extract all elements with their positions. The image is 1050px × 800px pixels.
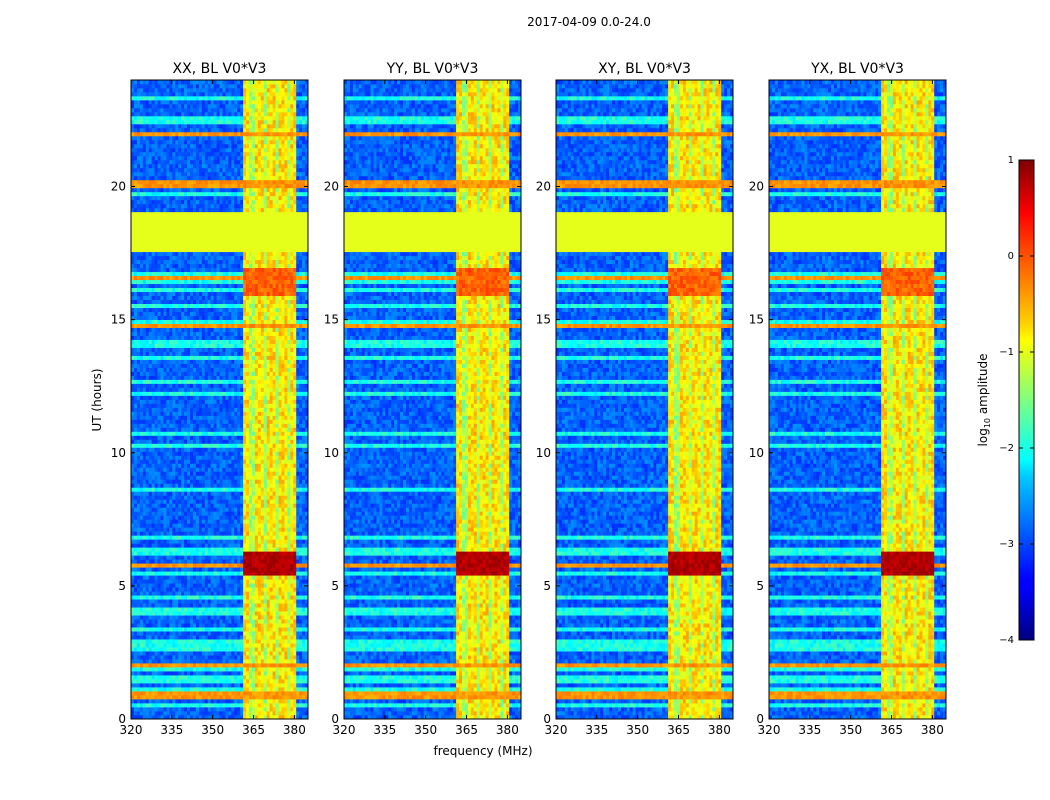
panel-3-frame — [555, 79, 734, 720]
y-tick-label: 5 — [331, 579, 339, 593]
y-tick-label: 20 — [111, 180, 126, 194]
figure-suptitle: 2017-04-09 0.0-24.0 — [527, 15, 651, 29]
x-tick-label: 350 — [839, 723, 862, 737]
x-tick-label: 335 — [798, 723, 821, 737]
x-tick-label: 380 — [708, 723, 731, 737]
panel-3: XY, BL V0*V3 320 335 350 365 380 0 5 10 15 20 — [536, 61, 734, 737]
y-tick-label: 5 — [543, 579, 551, 593]
x-tick-label: 365 — [455, 723, 478, 737]
panel-1-heatmap — [131, 80, 309, 720]
panel-2-title: YY, BL V0*V3 — [386, 61, 479, 77]
panel-1: XX, BL V0*V3 320 335 350 365 380 0 5 10 15 20 — [111, 61, 309, 737]
y-tick-label: 10 — [111, 446, 126, 460]
y-tick-label: 15 — [749, 313, 764, 327]
colorbar-tick-label: −3 — [999, 539, 1014, 550]
x-tick-label: 365 — [242, 723, 265, 737]
panel-4-frame — [768, 79, 947, 720]
colorbar-label: log10 amplitude — [976, 354, 992, 447]
x-tick-label: 320 — [333, 723, 356, 737]
y-tick-label: 0 — [756, 712, 764, 726]
y-tick-label: 5 — [118, 579, 126, 593]
y-tick-label: 0 — [331, 712, 339, 726]
y-tick-label: 0 — [543, 712, 551, 726]
x-tick-label: 365 — [667, 723, 690, 737]
y-tick-label: 15 — [324, 313, 339, 327]
x-tick-label: 350 — [414, 723, 437, 737]
x-tick-label: 320 — [758, 723, 781, 737]
panel-3-heatmap — [556, 80, 734, 720]
y-tick-label: 0 — [118, 712, 126, 726]
y-tick-label: 15 — [111, 313, 126, 327]
x-tick-label: 380 — [283, 723, 306, 737]
panel-3-title: XY, BL V0*V3 — [598, 61, 691, 77]
y-tick-label: 10 — [536, 446, 551, 460]
x-tick-label: 320 — [120, 723, 143, 737]
x-axis-label: frequency (MHz) — [433, 744, 532, 758]
y-tick-label: 10 — [749, 446, 764, 460]
panel-1-title: XX, BL V0*V3 — [173, 61, 267, 77]
x-tick-label: 335 — [373, 723, 396, 737]
y-tick-label: 10 — [324, 446, 339, 460]
panel-2-heatmap — [344, 80, 522, 720]
colorbar: −4 −3 −2 −1 0 1 log10 amplitude — [976, 155, 1035, 646]
x-tick-label: 350 — [201, 723, 224, 737]
colorbar-tick-label: −1 — [999, 347, 1014, 358]
panel-1-frame — [130, 79, 309, 720]
x-tick-label: 350 — [626, 723, 649, 737]
panel-2: YY, BL V0*V3 320 335 350 365 380 0 5 10 15 20 — [324, 61, 522, 737]
y-axis-label: UT (hours) — [90, 368, 104, 431]
x-tick-label: 320 — [545, 723, 568, 737]
y-tick-label: 5 — [756, 579, 764, 593]
x-tick-label: 380 — [496, 723, 519, 737]
y-tick-label: 20 — [536, 180, 551, 194]
y-tick-label: 15 — [536, 313, 551, 327]
panel-4-heatmap — [769, 80, 947, 720]
x-tick-label: 335 — [160, 723, 183, 737]
y-tick-label: 20 — [324, 180, 339, 194]
colorbar-tick-label: 0 — [1008, 251, 1014, 262]
x-tick-label: 380 — [921, 723, 944, 737]
colorbar-tick-label: −4 — [999, 635, 1014, 646]
panel-4: YX, BL V0*V3 320 335 350 365 380 0 5 10 15 20 — [749, 61, 947, 737]
x-tick-label: 365 — [880, 723, 903, 737]
panel-4-title: YX, BL V0*V3 — [810, 61, 904, 77]
colorbar-gradient — [1018, 159, 1035, 641]
y-tick-label: 20 — [749, 180, 764, 194]
colorbar-tick-label: −2 — [999, 443, 1014, 454]
x-tick-label: 335 — [585, 723, 608, 737]
colorbar-tick-label: 1 — [1008, 155, 1014, 166]
panel-2-frame — [343, 79, 522, 720]
